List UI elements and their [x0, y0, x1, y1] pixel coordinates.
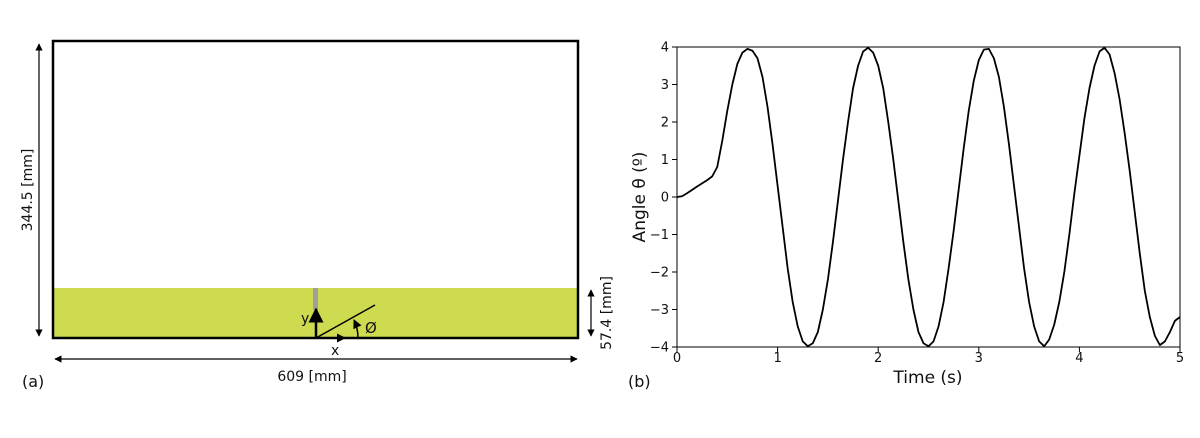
y-tick-label: −3: [650, 303, 669, 318]
series-line: [676, 46, 1181, 348]
x-tick-label: 5: [1176, 351, 1184, 366]
x-tick-label: 2: [874, 351, 882, 366]
panel-a: y x Ø 344.5 [mm] 609 [mm] 57.4 [mm] (a): [20, 39, 615, 391]
y-tick-label: 1: [661, 153, 669, 168]
panel-a-label: (a): [22, 372, 44, 391]
y-tick-label: −2: [650, 266, 669, 281]
x-tick-label: 3: [975, 351, 983, 366]
y-tick-label: 0: [661, 191, 669, 206]
y-axis-title: Angle θ (º): [630, 152, 650, 243]
x-axis-label: x: [331, 343, 339, 359]
height-dimension-label: 344.5 [mm]: [20, 149, 36, 232]
baffle: [313, 288, 318, 310]
y-axis-label: y: [301, 311, 309, 327]
plot-frame: [676, 46, 1181, 348]
tilt-line: [315, 304, 376, 339]
x-tick-label: 1: [773, 351, 781, 366]
panel-b-label: (b): [628, 372, 651, 391]
angle-arc: [353, 319, 362, 339]
y-tick-label: −4: [650, 341, 669, 356]
water-depth-label: 57.4 [mm]: [599, 276, 615, 350]
x-axis-title: Time (s): [892, 368, 962, 388]
y-tick-label: 4: [661, 41, 669, 56]
y-tick-label: 3: [661, 78, 669, 93]
panel-b: 0 1 2 3 4 5 4 3 2 1 0 −1 −2 −3 −4 Time (s) Angle θ (º)…: [628, 41, 1184, 392]
y-tick-label: 2: [661, 116, 669, 131]
y-tick-label: −1: [650, 228, 669, 243]
x-tick-label: 0: [673, 351, 681, 366]
x-tick-label: 4: [1075, 351, 1083, 366]
width-dimension-label: 609 [mm]: [277, 369, 346, 385]
axis-ticks: 0 1 2 3 4 5 4 3 2 1 0 −1 −2 −3 −4: [650, 41, 1184, 367]
angle-label: Ø: [365, 319, 377, 337]
